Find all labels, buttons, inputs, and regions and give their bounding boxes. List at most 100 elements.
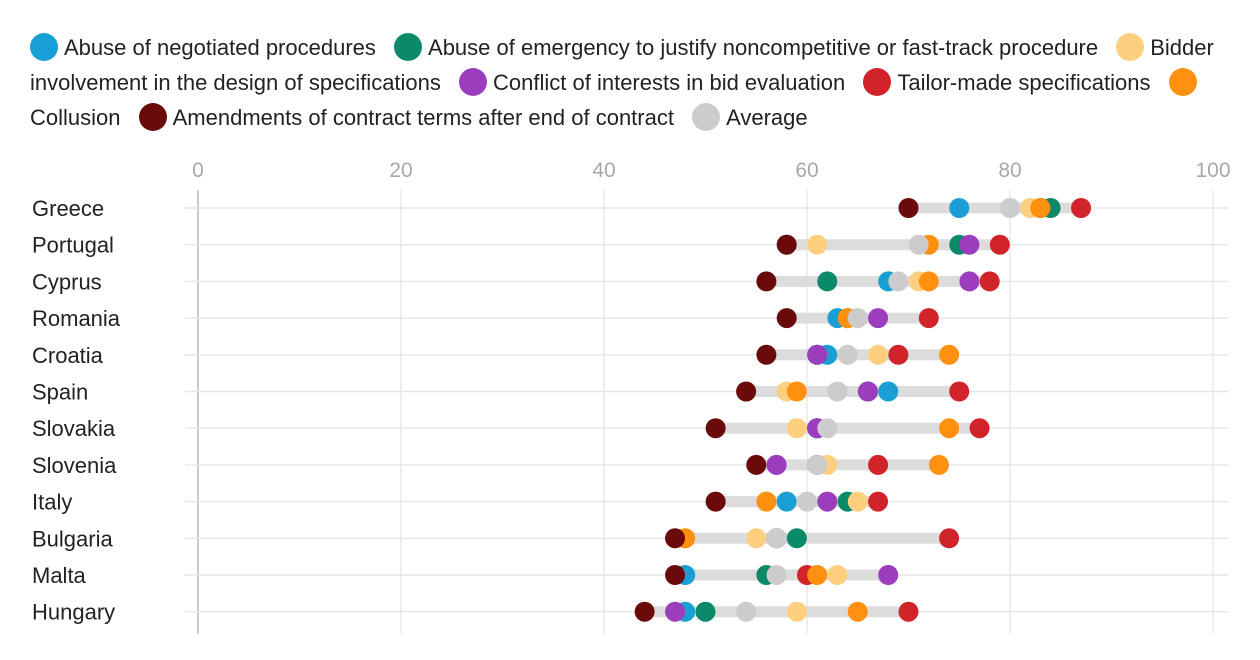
x-tick-label: 40 (592, 159, 615, 182)
dot-tailor-made-specifications-italy (868, 491, 889, 512)
dot-tailor-made-specifications-croatia (888, 344, 909, 365)
legend-swatch (692, 103, 721, 131)
dot-tailor-made-specifications-portugal (989, 234, 1010, 255)
legend-swatch (459, 68, 488, 96)
dot-average-italy (797, 491, 817, 512)
dot-collusion-slovenia (928, 454, 949, 475)
dot-amendments-of-contract-terms-after-end-of-contract-spain (736, 381, 757, 402)
dot-amendments-of-contract-terms-after-end-of-contract-slovakia (705, 418, 726, 439)
dot-tailor-made-specifications-hungary (898, 601, 919, 622)
dot-bidder-involvement-in-the-design-of-specifications-portugal (807, 234, 828, 255)
x-tick-label: 20 (389, 159, 412, 182)
chart-legend: Abuse of negotiated procedures Abuse of … (30, 30, 1230, 135)
legend-item-amendments-of-contract-terms-after-end-of-contract: Amendments of contract terms after end o… (138, 103, 674, 131)
legend-item-bidder-involvement-in-the-design-of-specifications: Bidder involvement in the design of spec… (30, 33, 1214, 95)
dot-collusion-cyprus (918, 271, 939, 292)
legend-label: Conflict of interests in bid evaluation (493, 70, 846, 95)
dot-average-portugal (908, 234, 929, 255)
dot-conflict-of-interests-in-bid-evaluation-croatia (807, 344, 828, 365)
dot-abuse-of-emergency-to-justify-noncompetitive-or-fast-track-procedure-bulgaria (786, 528, 807, 549)
dot-tailor-made-specifications-romania (918, 308, 939, 329)
dot-tailor-made-specifications-spain (949, 381, 970, 402)
legend-item-abuse-of-emergency-to-justify-noncompetitive-or-fast-track-procedure: Abuse of emergency to justify noncompeti… (394, 33, 1099, 61)
dot-abuse-of-emergency-to-justify-noncompetitive-or-fast-track-procedure-hungary (695, 601, 716, 622)
dot-amendments-of-contract-terms-after-end-of-contract-croatia (756, 344, 777, 365)
legend-label: Abuse of negotiated procedures (64, 35, 376, 60)
dot-bidder-involvement-in-the-design-of-specifications-croatia (868, 344, 889, 365)
dot-collusion-slovakia (939, 418, 960, 439)
dot-conflict-of-interests-in-bid-evaluation-romania (868, 308, 889, 329)
dot-tailor-made-specifications-greece (1071, 198, 1092, 218)
dot-collusion-spain (786, 381, 807, 402)
dot-bidder-involvement-in-the-design-of-specifications-slovakia (786, 418, 807, 439)
dot-amendments-of-contract-terms-after-end-of-contract-slovenia (746, 454, 767, 475)
dot-average-cyprus (888, 271, 909, 292)
legend-swatch (138, 103, 167, 131)
legend-label: Amendments of contract terms after end o… (172, 105, 674, 130)
dot-conflict-of-interests-in-bid-evaluation-hungary (665, 601, 686, 622)
dot-bidder-involvement-in-the-design-of-specifications-hungary (786, 601, 807, 622)
x-tick-label: 0 (192, 159, 204, 182)
dot-amendments-of-contract-terms-after-end-of-contract-bulgaria (665, 528, 686, 549)
row-label-slovakia: Slovakia (32, 416, 116, 441)
dot-amendments-of-contract-terms-after-end-of-contract-malta (665, 565, 686, 585)
dot-average-hungary (736, 601, 757, 622)
dot-abuse-of-emergency-to-justify-noncompetitive-or-fast-track-procedure-cyprus (817, 271, 838, 292)
dot-abuse-of-negotiated-procedures-greece (949, 198, 970, 218)
dot-average-malta (766, 565, 787, 585)
dot-tailor-made-specifications-bulgaria (939, 528, 960, 549)
dot-average-spain (827, 381, 848, 402)
dot-conflict-of-interests-in-bid-evaluation-italy (817, 491, 838, 512)
dot-collusion-malta (807, 565, 828, 585)
dot-tailor-made-specifications-slovenia (868, 454, 889, 475)
dot-tailor-made-specifications-cyprus (979, 271, 1000, 292)
dot-bidder-involvement-in-the-design-of-specifications-malta (827, 565, 848, 585)
dot-amendments-of-contract-terms-after-end-of-contract-romania (776, 308, 797, 329)
dot-amendments-of-contract-terms-after-end-of-contract-cyprus (756, 271, 777, 292)
dot-conflict-of-interests-in-bid-evaluation-spain (857, 381, 878, 402)
legend-label: Tailor-made specifications (897, 70, 1151, 95)
legend-item-tailor-made-specifications: Tailor-made specifications (863, 68, 1151, 96)
dot-bidder-involvement-in-the-design-of-specifications-italy (847, 491, 868, 512)
legend-label: Abuse of emergency to justify noncompeti… (428, 35, 1099, 60)
dot-average-bulgaria (766, 528, 787, 549)
dot-conflict-of-interests-in-bid-evaluation-malta (878, 565, 899, 585)
row-label-greece: Greece (32, 196, 104, 221)
row-label-hungary: Hungary (32, 600, 115, 625)
legend-swatch (30, 33, 58, 61)
dot-conflict-of-interests-in-bid-evaluation-cyprus (959, 271, 980, 292)
dot-collusion-hungary (847, 601, 868, 622)
legend-label: Bidder involvement in the design of spec… (30, 35, 1214, 95)
row-label-bulgaria: Bulgaria (32, 526, 113, 551)
x-tick-label: 60 (795, 159, 818, 182)
row-label-romania: Romania (32, 306, 121, 331)
dot-abuse-of-negotiated-procedures-spain (878, 381, 899, 402)
dot-collusion-italy (756, 491, 777, 512)
dot-average-croatia (837, 344, 858, 365)
row-label-spain: Spain (32, 380, 88, 405)
dot-abuse-of-negotiated-procedures-italy (776, 491, 797, 512)
dot-average-romania (847, 308, 868, 329)
x-tick-label: 80 (998, 159, 1021, 182)
row-label-croatia: Croatia (32, 343, 104, 368)
row-label-slovenia: Slovenia (32, 453, 117, 478)
legend-swatch (863, 68, 892, 96)
legend-swatch (1168, 68, 1197, 96)
row-label-malta: Malta (32, 563, 87, 588)
legend-item-average: Average (692, 103, 808, 131)
dot-average-slovenia (807, 454, 828, 475)
row-label-portugal: Portugal (32, 233, 114, 258)
legend-label: Collusion (30, 105, 121, 130)
row-label-cyprus: Cyprus (32, 269, 102, 294)
dot-collusion-croatia (939, 344, 960, 365)
dot-amendments-of-contract-terms-after-end-of-contract-portugal (776, 234, 797, 255)
dot-tailor-made-specifications-slovakia (969, 418, 990, 439)
dot-amendments-of-contract-terms-after-end-of-contract-hungary (634, 601, 655, 622)
legend-swatch (394, 33, 423, 61)
dot-collusion-greece (1030, 198, 1051, 218)
legend-item-abuse-of-negotiated-procedures: Abuse of negotiated procedures (30, 33, 376, 61)
legend-label: Average (726, 105, 808, 130)
row-label-italy: Italy (32, 490, 72, 515)
dot-average-slovakia (817, 418, 838, 439)
legend-item-collusion: Collusion (30, 68, 1203, 130)
